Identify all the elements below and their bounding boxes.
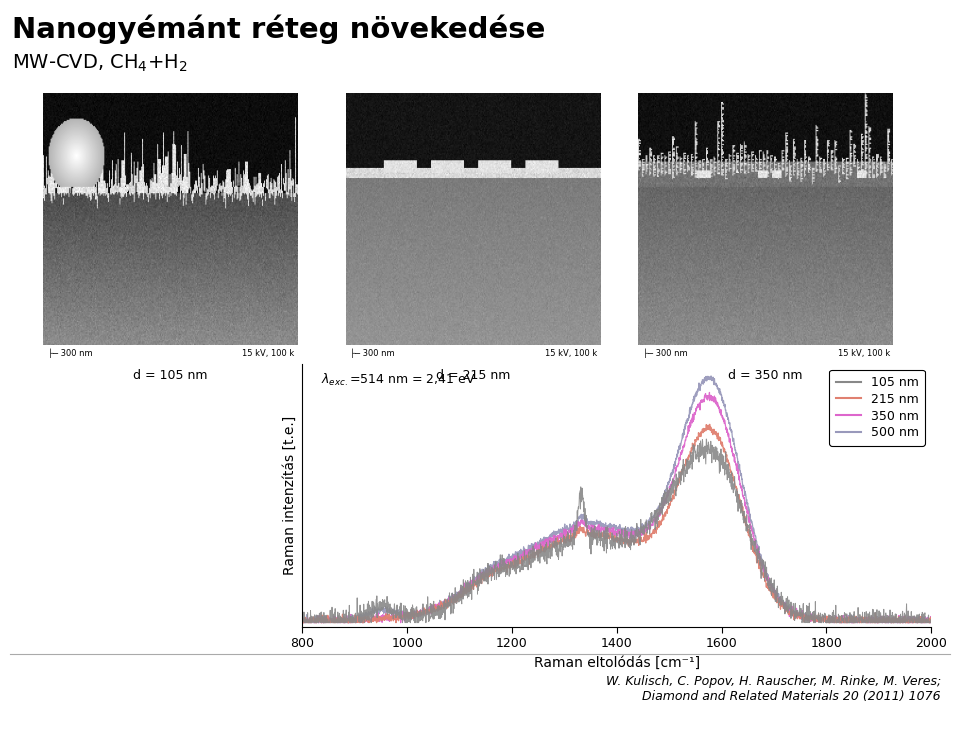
Text: d = 105 nm: d = 105 nm bbox=[133, 369, 207, 382]
Text: $\lambda_{exc.}$=514 nm = 2,41 eV: $\lambda_{exc.}$=514 nm = 2,41 eV bbox=[322, 372, 476, 387]
Text: ├─ 300 nm: ├─ 300 nm bbox=[350, 349, 395, 358]
Text: 15 kV, 100 k: 15 kV, 100 k bbox=[243, 349, 295, 358]
Legend: 105 nm, 215 nm, 350 nm, 500 nm: 105 nm, 215 nm, 350 nm, 500 nm bbox=[829, 370, 924, 446]
Text: MW-CVD, CH$_4$+H$_2$: MW-CVD, CH$_4$+H$_2$ bbox=[12, 53, 187, 73]
Text: ├─ 300 nm: ├─ 300 nm bbox=[643, 349, 687, 358]
Text: d = 215 nm: d = 215 nm bbox=[436, 369, 510, 382]
Text: Nanogyémánt réteg növekedése: Nanogyémánt réteg növekedése bbox=[12, 15, 545, 45]
Text: ├─ 300 nm: ├─ 300 nm bbox=[48, 349, 92, 358]
Text: 15 kV, 100 k: 15 kV, 100 k bbox=[545, 349, 597, 358]
X-axis label: Raman eltolódás [cm⁻¹]: Raman eltolódás [cm⁻¹] bbox=[534, 656, 700, 670]
Text: 15 kV, 100 k: 15 kV, 100 k bbox=[838, 349, 890, 358]
Text: W. Kulisch, C. Popov, H. Rauscher, M. Rinke, M. Veres;
Diamond and Related Mater: W. Kulisch, C. Popov, H. Rauscher, M. Ri… bbox=[606, 675, 941, 703]
Y-axis label: Raman intenzítás [t.e.]: Raman intenzítás [t.e.] bbox=[283, 416, 297, 575]
Text: d = 350 nm: d = 350 nm bbox=[729, 369, 803, 382]
